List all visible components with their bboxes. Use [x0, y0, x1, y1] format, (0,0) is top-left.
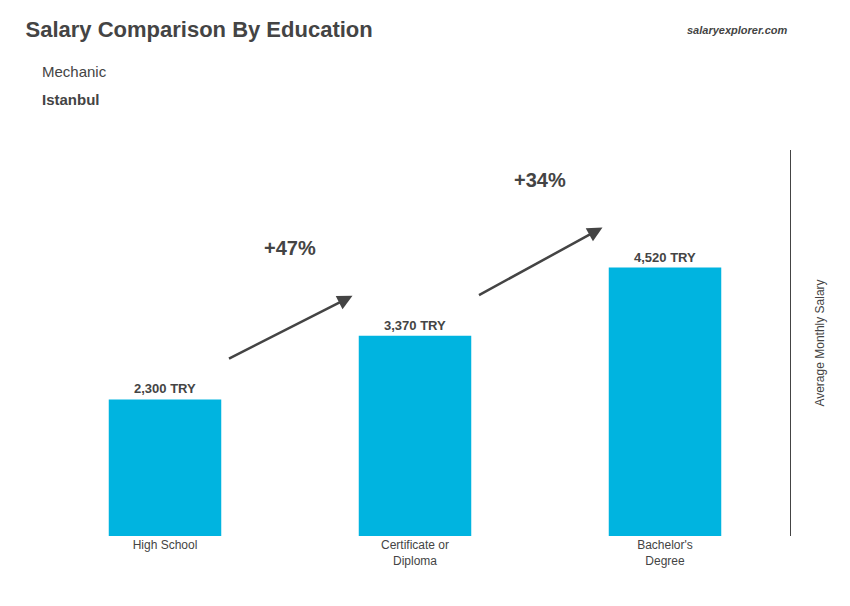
svg-text:+47%: +47%	[264, 237, 316, 259]
svg-text:Bachelor'sDegree: Bachelor'sDegree	[637, 538, 693, 568]
svg-text:Istanbul: Istanbul	[42, 91, 100, 108]
svg-text:Mechanic: Mechanic	[42, 63, 107, 80]
svg-text:3,370 TRY: 3,370 TRY	[384, 318, 446, 333]
svg-text:salaryexplorer.com: salaryexplorer.com	[687, 24, 788, 36]
svg-text:+34%: +34%	[514, 169, 566, 191]
svg-text:2,300 TRY: 2,300 TRY	[134, 381, 196, 396]
svg-text:Certificate orDiploma: Certificate orDiploma	[381, 538, 449, 568]
svg-text:High School: High School	[133, 538, 198, 552]
svg-text:Average Monthly Salary: Average Monthly Salary	[813, 279, 827, 406]
svg-text:4,520 TRY: 4,520 TRY	[634, 250, 696, 265]
svg-text:Salary Comparison By Education: Salary Comparison By Education	[26, 17, 373, 42]
